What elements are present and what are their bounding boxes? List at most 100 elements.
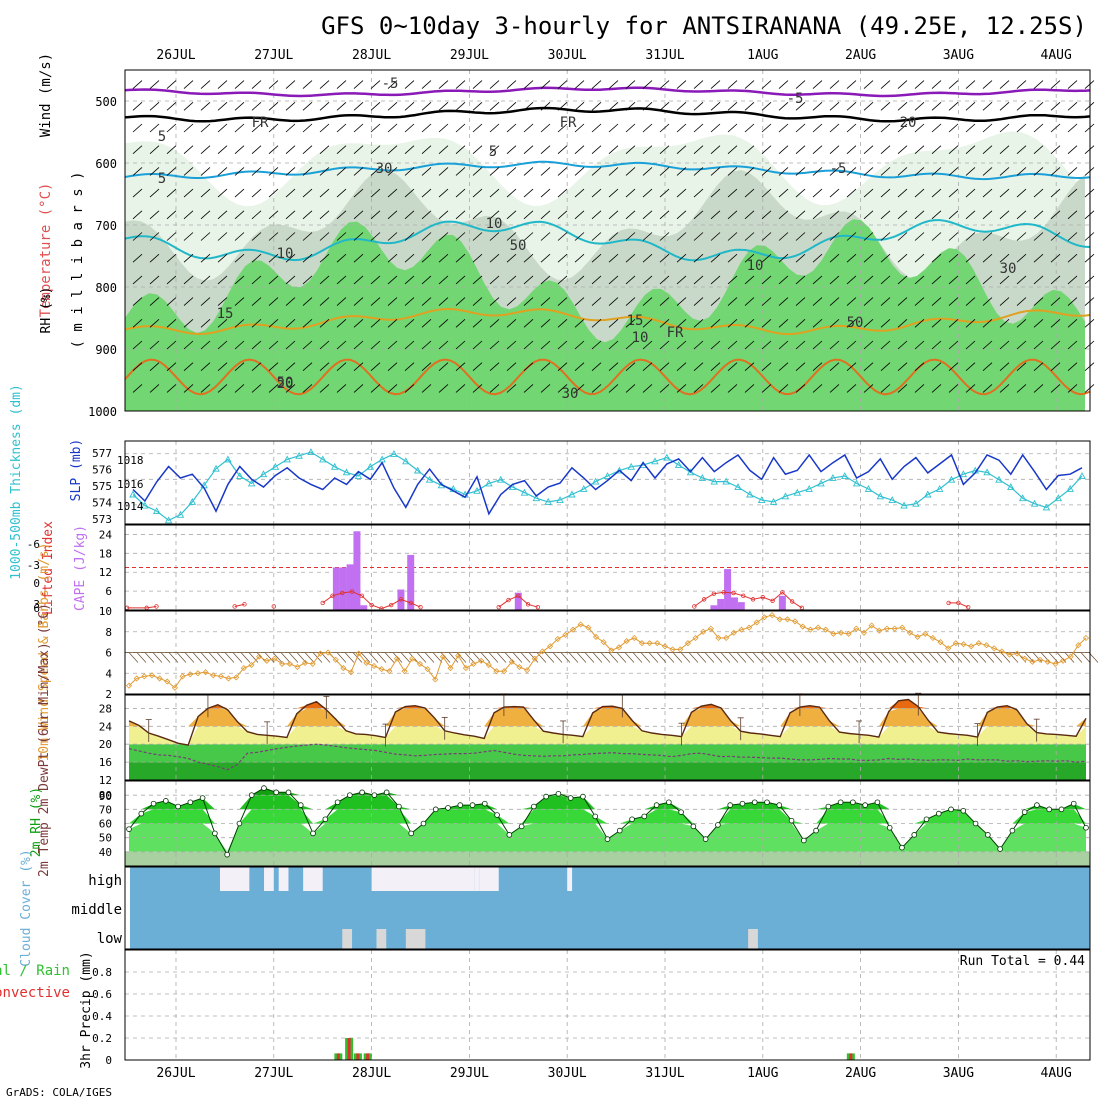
contour-label: 50 bbox=[277, 375, 294, 391]
wind-barb bbox=[523, 362, 534, 371]
wind-barb bbox=[557, 123, 568, 133]
wind-barb bbox=[448, 652, 459, 663]
temp-axis-label: 2m Temp 2m DewPt (6hr Min/Max) (°C) bbox=[37, 603, 52, 877]
wind-barb bbox=[880, 340, 891, 350]
lifted-index-marker bbox=[398, 597, 404, 602]
wind-barb bbox=[574, 167, 585, 176]
wind-barb bbox=[727, 167, 738, 176]
rh-marker bbox=[310, 830, 316, 837]
wind-barb bbox=[489, 123, 500, 133]
wind-barb bbox=[438, 275, 449, 285]
wind-barb bbox=[591, 102, 602, 111]
thickness-marker bbox=[271, 462, 280, 470]
wind-barb bbox=[370, 145, 381, 154]
lifted-index-marker bbox=[271, 604, 276, 609]
rh-marker bbox=[236, 820, 243, 827]
wind-barb bbox=[829, 297, 840, 306]
wind-barb bbox=[1050, 123, 1061, 133]
wind-barb bbox=[591, 340, 602, 350]
wind-barb bbox=[608, 275, 619, 285]
wind-barb bbox=[1016, 102, 1027, 111]
wind-barb bbox=[552, 652, 563, 663]
wind-speed-marker bbox=[332, 656, 339, 663]
wind-barb bbox=[421, 145, 432, 154]
thickness-marker bbox=[769, 497, 778, 505]
wind-barb bbox=[288, 652, 299, 663]
slp-tick-label: 1014 bbox=[117, 500, 144, 513]
wind-barb bbox=[812, 253, 823, 263]
rh-marker bbox=[837, 799, 844, 806]
wind-barb bbox=[812, 362, 823, 371]
wind-speed-marker bbox=[707, 625, 714, 632]
wind-barb bbox=[557, 102, 568, 111]
wind-barb bbox=[999, 319, 1010, 328]
wind-speed-marker bbox=[1036, 656, 1044, 663]
wind-barb bbox=[693, 102, 704, 111]
wind-barb bbox=[761, 102, 772, 111]
wind-barb bbox=[523, 102, 534, 111]
wind-barb bbox=[693, 123, 704, 133]
thickness-marker bbox=[425, 475, 434, 483]
cloud-fill bbox=[130, 867, 1090, 949]
wind-barb bbox=[319, 102, 330, 111]
wind-barb bbox=[404, 297, 415, 306]
wind-barb bbox=[132, 275, 143, 285]
wind-barb bbox=[591, 362, 602, 371]
wind-barb bbox=[829, 145, 840, 154]
wind-barb bbox=[336, 188, 347, 198]
wind-barb bbox=[160, 652, 171, 663]
wind-barb bbox=[234, 253, 245, 263]
wind-barb bbox=[1033, 253, 1044, 263]
wind-speed-marker bbox=[516, 663, 523, 671]
wind-barb bbox=[217, 275, 228, 285]
wind-barb bbox=[795, 145, 806, 154]
wind-barb bbox=[506, 253, 517, 263]
cape-bar bbox=[778, 595, 786, 610]
high-cloud-gap bbox=[474, 867, 480, 891]
lifted-index-axis-label: Lifted Index bbox=[41, 521, 56, 615]
wind-barb bbox=[642, 362, 653, 371]
wind-barb bbox=[574, 102, 585, 111]
wind-barb bbox=[931, 232, 942, 241]
wind-barb bbox=[285, 319, 296, 328]
wind-barb bbox=[659, 210, 670, 220]
wind-barb bbox=[504, 652, 515, 663]
wind-speed-marker bbox=[883, 625, 891, 632]
wind-barb bbox=[166, 253, 177, 263]
wind-speed-marker bbox=[439, 653, 446, 660]
wind-barb bbox=[761, 275, 772, 285]
wind-barb bbox=[557, 80, 568, 89]
wind-barb bbox=[625, 80, 636, 89]
rh-marker bbox=[899, 844, 905, 851]
lifted-index-marker bbox=[760, 595, 765, 600]
wind-barb bbox=[761, 340, 772, 350]
wind-barb bbox=[928, 652, 939, 663]
rh-marker bbox=[359, 789, 365, 796]
wind-barb bbox=[149, 275, 160, 285]
wind-barb bbox=[1050, 232, 1061, 241]
wind-speed-marker bbox=[960, 641, 967, 648]
rh-marker bbox=[874, 799, 881, 806]
cape-bar bbox=[730, 597, 738, 610]
lifted-index-marker bbox=[418, 604, 423, 610]
wind-barb bbox=[784, 652, 795, 663]
rh-marker bbox=[1058, 806, 1065, 813]
wind-barb bbox=[608, 362, 619, 371]
wind-barb bbox=[952, 652, 963, 663]
wind-barb bbox=[455, 188, 466, 198]
wind-barb bbox=[880, 145, 891, 154]
wind-barb bbox=[438, 188, 449, 198]
contour-label: 10 bbox=[632, 330, 649, 346]
wind-barb bbox=[846, 340, 857, 350]
wind-barb bbox=[591, 167, 602, 176]
wind-barb bbox=[982, 232, 993, 241]
wind-barb bbox=[897, 123, 908, 133]
rh-tick-label: 80 bbox=[99, 789, 112, 802]
pressure-tick-label: 500 bbox=[95, 95, 117, 109]
wind-barb bbox=[438, 384, 449, 393]
contour-label: FR bbox=[252, 115, 269, 131]
thickness-marker bbox=[900, 501, 908, 509]
rh-marker bbox=[715, 822, 721, 828]
wind-barb bbox=[948, 319, 959, 328]
wind-barb bbox=[353, 145, 364, 154]
